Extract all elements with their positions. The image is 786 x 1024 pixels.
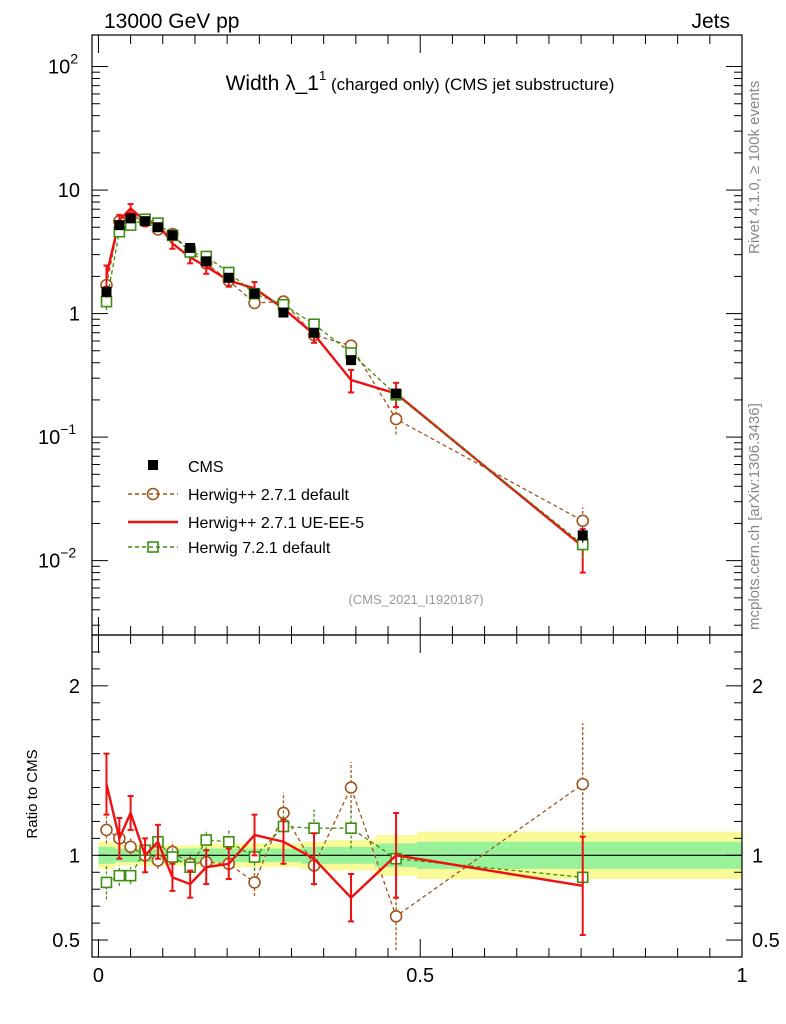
main-ytick-label-0: 102 (48, 51, 78, 79)
process-label: Jets (691, 10, 730, 33)
legend-marker-cms (148, 460, 158, 470)
main-point-cms-6 (185, 242, 196, 253)
ratio-point-square-1 (113, 869, 126, 882)
main-point-cms-7 (201, 256, 212, 267)
ratio-ytick-label-right-2: 0.5 (752, 930, 780, 952)
ratio-xtick-label-2: 1 (736, 965, 747, 987)
main-point-cms-2 (125, 213, 136, 224)
ratio-point-circle-13 (389, 910, 403, 923)
main-point-cms-11 (309, 327, 320, 338)
main-point-cms-10 (278, 307, 289, 318)
ratio-ytick-label-left-2: 0.5 (52, 930, 80, 952)
main-line-square (105, 218, 584, 546)
main-point-cms-4 (152, 222, 163, 233)
ratio-point-square-7 (200, 834, 213, 846)
ratio-ytick-label-left-0: 2 (69, 676, 80, 698)
main-line-circle (105, 214, 584, 522)
main-point-square-0 (100, 295, 113, 308)
ratio-xtick-label-0: 0 (93, 965, 104, 987)
main-point-cms-13 (391, 388, 402, 399)
legend-label-herwig72-default: Herwig 7.2.1 default (188, 540, 331, 557)
main-ytick-label-1: 10 (58, 180, 80, 202)
main-point-cms-0 (101, 286, 112, 297)
main-point-cms-8 (223, 272, 234, 283)
main-point-cms-12 (346, 355, 357, 366)
rivet-version-label: Rivet 4.1.0, ≥ 100k events (746, 80, 763, 254)
ratio-point-circle-2 (124, 840, 137, 854)
main-point-circle-13 (389, 412, 403, 426)
mcplots-label: mcplots.cern.ch [arXiv:1306.3436] (746, 403, 763, 630)
ratio-ytick-label-right-0: 2 (752, 676, 763, 698)
legend-marker-herwigpp-default (146, 487, 160, 501)
legend-label-herwigpp-default: Herwig++ 2.7.1 default (188, 487, 350, 504)
main-ytick-label-4: 10−2 (38, 545, 76, 573)
main-point-cms-14 (577, 530, 588, 541)
beam-label: 13000 GeV pp (104, 10, 239, 33)
ratio-point-square-2 (124, 869, 137, 882)
main-point-cms-1 (114, 220, 125, 231)
ratio-point-square-11 (308, 822, 320, 835)
plot-title: Width λ_11 (charged only) (CMS jet subst… (226, 68, 615, 95)
ratio-xtick-label-1: 0.5 (406, 965, 434, 987)
legend: CMS Herwig++ 2.7.1 default Herwig++ 2.7.… (128, 459, 364, 557)
main-panel-axes: 102 10 1 10−1 10−2 (38, 34, 743, 636)
legend-label-cms: CMS (188, 459, 224, 476)
ratio-panel-axes: 2 21 10.5 0.50 0.5 1 (52, 634, 780, 987)
main-point-cms-3 (140, 216, 151, 227)
ratio-ytick-label-left-1: 1 (69, 845, 80, 867)
ratio-frame (91, 634, 743, 958)
main-panel-series (100, 203, 590, 574)
main-ytick-label-2: 1 (69, 304, 80, 326)
main-ytick-label-3: 10−1 (38, 421, 76, 449)
ratio-point-circle-9 (248, 876, 261, 889)
ratio-point-circle-14 (576, 777, 590, 791)
ratio-point-circle-12 (344, 781, 358, 794)
ratio-y-label: Ratio to CMS (24, 749, 41, 838)
analysis-id: (CMS_2021_I1920187) (348, 592, 483, 607)
ratio-point-square-5 (166, 851, 179, 863)
ratio-panel-series (100, 723, 590, 951)
main-point-circle-14 (576, 514, 590, 528)
ratio-point-square-12 (345, 822, 357, 835)
main-point-cms-9 (249, 288, 260, 299)
ratio-point-circle-0 (100, 823, 113, 837)
legend-marker-herwig72-default (147, 541, 159, 553)
title-suffix: (charged only) (CMS jet substructure) (326, 75, 614, 94)
ratio-point-square-0 (100, 876, 113, 889)
ratio-point-square-8 (222, 835, 235, 848)
main-point-cms-5 (167, 230, 178, 241)
legend-label-herwigpp-ueee5: Herwig++ 2.7.1 UE-EE-5 (188, 515, 364, 532)
ratio-ytick-label-right-1: 1 (752, 845, 763, 867)
title-sup: 1 (319, 68, 326, 83)
title-main: Width λ_1 (226, 72, 319, 95)
